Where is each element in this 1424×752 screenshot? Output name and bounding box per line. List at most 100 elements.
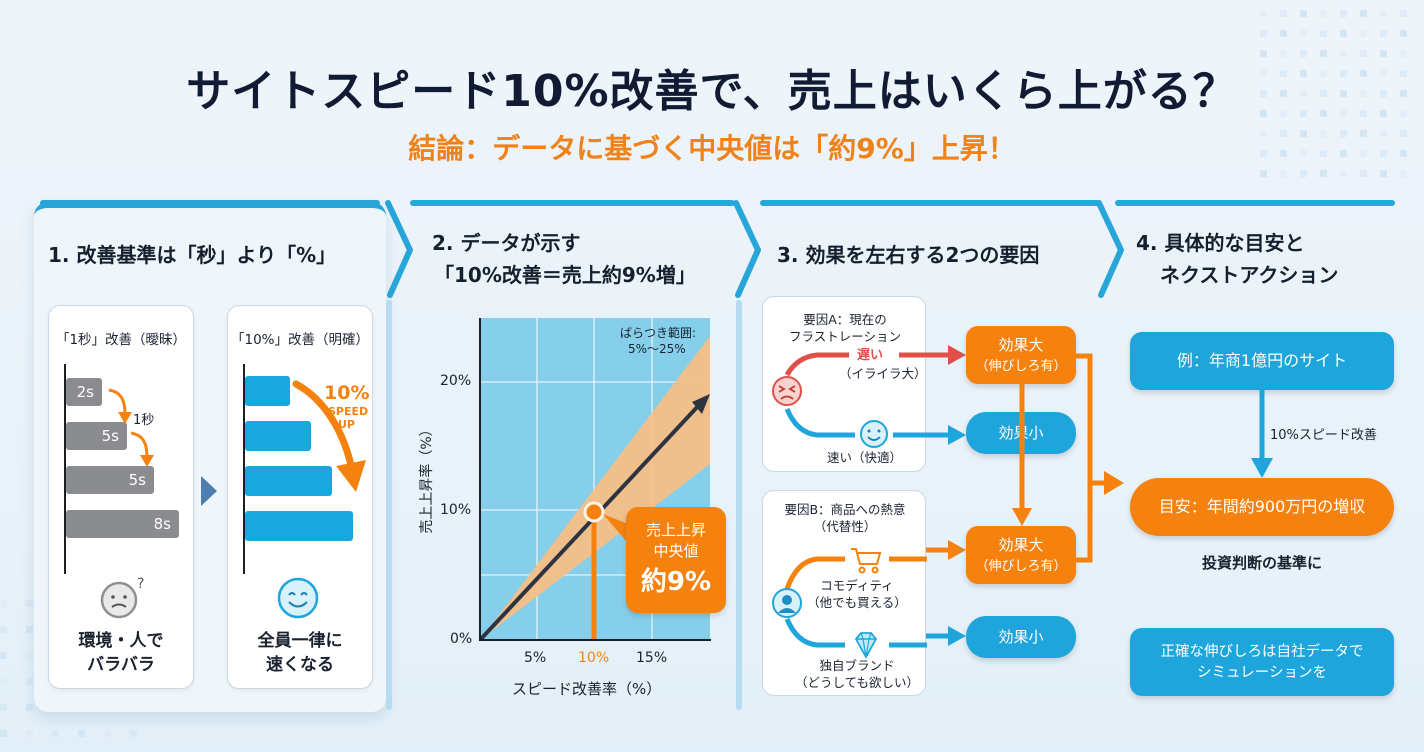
slow-label: 遅い [857,348,884,363]
step-1-heading: 1. 改善基準は「秒」より「%」 [48,243,337,267]
result-box: 目安：年間約900万円の増収 [1130,478,1394,536]
bar-5s-a: 5s [66,422,127,450]
speedup-line1: SPEED [328,405,369,418]
range-label-line2: 5%〜25% [628,342,686,356]
callout-pointer [603,514,633,542]
y-axis-label: 売上上昇率（%） [419,422,435,534]
outcome-small-b: 効果小 [966,616,1076,658]
y-tick-10: 10% [440,502,472,518]
factor-a-title-line1: 要因A：現在の [803,312,887,327]
chevron-right-icon [733,200,761,298]
factor-a-title-line2: フラストレーション [788,329,901,344]
one-second-label: 1秒 [133,413,155,428]
bar-2s: 2s [66,378,102,406]
speedup-line2: UP [338,418,355,431]
brand-line1: 独自ブランド [819,658,895,673]
confused-face-icon: ? [100,576,144,619]
blue-bar [245,421,311,451]
seconds-improvement-card: 「1秒」改善（曖昧） 2s 5s 5s 8s 1秒 ? 環境・人で バラバラ [48,305,194,689]
diamond-icon [854,632,878,659]
card-title: 「1秒」改善（曖昧） [55,332,187,348]
result-label: 目安：年間約900万円の増収 [1158,497,1366,516]
step-bar-2 [410,200,735,206]
factor-b-title-line2: （代替性） [813,519,877,534]
curved-arrow-icon [292,380,366,492]
median-callout: 売上上昇 中央値 約9% [626,507,726,613]
caption-line2: バラバラ [87,655,155,675]
blue-bar [245,466,332,496]
range-label-line1: ばらつき範囲: [620,326,697,340]
callout-line1: 売上上昇 [645,521,706,539]
card-title: 「10%」改善（明確） [230,332,369,348]
small-arrow-icon [108,388,132,424]
outcome-big-b: 効果大 （伸びしろ有） [966,526,1076,584]
arrow-down-icon [1251,390,1273,478]
y-tick-0: 0% [450,631,473,647]
bar-8s: 8s [66,510,179,538]
chevron-right-icon [1096,200,1124,298]
user-icon [772,588,802,618]
arrow-label: 10%スピード改善 [1270,428,1377,443]
branch-lines [784,556,927,648]
callout-line2: 中央値 [653,542,699,560]
axis-line [243,364,245,574]
callout-line3: 約9% [640,567,712,597]
blue-bar [245,511,353,541]
branch-lines [784,352,927,438]
example-label: 例：年商1億円のサイト [1176,351,1348,370]
caption-line2: 速くなる [266,655,334,675]
percent-improvement-card: 「10%」改善（明確） 10% SPEED UP 全員一律に 速くなる [227,305,373,689]
step-3-heading: 3. 効果を左右する2つの要因 [777,243,1040,267]
arrow-right-icon [926,540,966,560]
factor-b-box: 要因B：商品への熱意 （代替性） コモディティ （他でも買える） 独自ブランド … [762,490,927,696]
step-2-heading-line1: 2. データが示す [432,231,581,255]
axis-line [64,364,66,574]
factor-a-box: 要因A：現在の フラストレーション 遅い （イライラ大） 速い（快適） [762,296,927,472]
page-subtitle: 結論：データに基づく中央値は「約9%」上昇！ [408,132,1016,165]
outcome-small-label: 効果小 [998,628,1044,646]
arrow-right-icon [926,425,966,445]
decision-note: 投資判断の基準に [1201,554,1322,572]
fast-label: 速い（快適） [827,450,903,465]
chevron-right-icon [385,200,413,298]
chart-x-axis [479,639,711,641]
smile-face-icon [860,420,888,448]
page-title: サイトスピード10%改善で、売上はいくら上がる？ [186,66,1238,117]
x-tick-15: 15% [636,650,668,666]
step-2-heading-line2: 「10%改善＝売上約9%増」 [434,263,696,287]
step-bar-3 [760,200,1100,206]
caption-line1: 全員一律に [257,631,343,651]
x-axis-label: スピード改善率（%） [512,680,662,698]
panel-rail [386,300,392,710]
arrow-right-icon [926,345,966,365]
factor-b-title-line1: 要因B：商品への熱意 [784,502,906,517]
cta-line1: 正確な伸びしろは自社データで [1160,644,1364,660]
bar-5s-b: 5s [66,466,154,494]
step-4-heading-line1: 4. 具体的な目安と [1136,231,1305,255]
x-tick-5: 5% [524,650,547,666]
outcome-big-a: 効果大 （伸びしろ有） [966,326,1076,384]
small-arrow-icon [130,431,154,467]
cta-box[interactable]: 正確な伸びしろは自社データで シミュレーションを [1130,628,1394,696]
cart-icon [851,548,882,574]
arrow-right-icon [926,626,966,646]
cta-line2: シミュレーションを [1197,665,1327,681]
x-tick-10: 10% [578,650,610,666]
outcome-big-label: 効果大 [998,536,1044,554]
outcome-big-label: 効果大 [998,336,1044,354]
caption-line1: 環境・人で [78,631,164,651]
svg-text:?: ? [137,576,144,592]
y-tick-20: 20% [440,373,472,389]
slow-sublabel: （イライラ大） [839,366,927,381]
panel-rail [736,300,742,710]
blue-bar [245,376,290,406]
speedup-percent: 10% [324,382,370,404]
brand-line2: （どうしても欲しい） [794,675,919,690]
step-4-heading-line2: ネクストアクション [1160,263,1339,287]
step-bar-4 [1115,200,1395,206]
connector-lines [1012,353,1124,563]
commodity-line2: （他でも買える） [807,595,907,610]
example-box: 例：年商1億円のサイト [1130,332,1394,390]
angry-face-icon [772,376,802,406]
triangle-right-icon [201,476,217,506]
